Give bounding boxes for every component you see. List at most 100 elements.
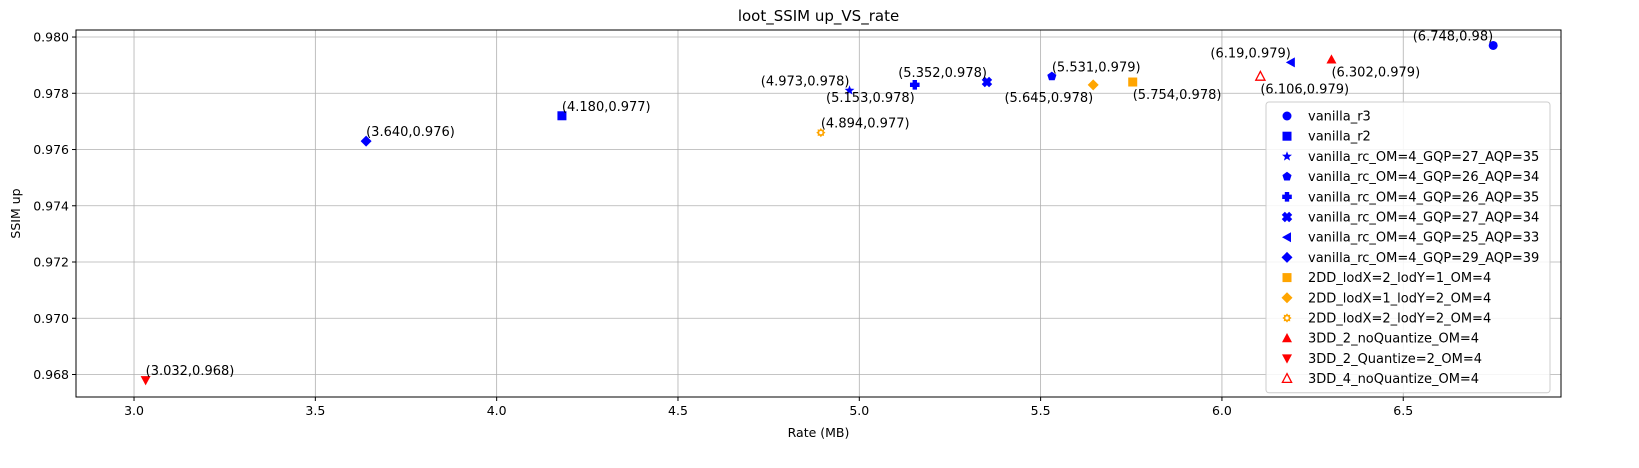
y-tick-label: 0.968 (33, 367, 69, 382)
marker-x-shape (981, 76, 993, 88)
legend-label: vanilla_rc_OM=4_GQP=27_AQP=35 (1308, 150, 1539, 165)
point-label: (5.153,0.978) (826, 91, 915, 106)
legend-label: 3DD_2_noQuantize_OM=4 (1308, 332, 1479, 347)
data-point (816, 128, 826, 138)
legend-marker (1282, 232, 1291, 243)
legend-marker (1282, 111, 1292, 121)
legend-item: vanilla_rc_OM=4_GQP=26_AQP=34 (1282, 170, 1539, 185)
legend-box (1265, 101, 1551, 394)
legend-label: 2DD_lodX=2_lodY=1_OM=4 (1308, 271, 1491, 286)
point-label: (4.894,0.977) (821, 117, 910, 132)
legend: vanilla_r3 vanilla_r2 vanilla_rc_OM=4_GQP=… (1265, 101, 1551, 394)
legend-label: vanilla_r3 (1308, 110, 1371, 125)
point-label: (5.531,0.979) (1052, 60, 1141, 75)
legend-item: 3DD_2_Quantize=2_OM=4 (1282, 352, 1482, 367)
marker-x-shape (1281, 211, 1293, 223)
data-point (1326, 54, 1337, 64)
legend-item: 2DD_lodX=1_lodY=2_OM=4 (1281, 291, 1491, 306)
legend-label: 2DD_lodX=2_lodY=2_OM=4 (1308, 312, 1491, 327)
legend-label: vanilla_rc_OM=4_GQP=25_AQP=33 (1308, 231, 1539, 246)
x-tick-label: 6.5 (1393, 403, 1413, 418)
data-point (557, 111, 567, 121)
data-point (140, 376, 151, 386)
legend-marker (1281, 211, 1293, 223)
legend-item: 2DD_lodX=2_lodY=1_OM=4 (1282, 271, 1491, 286)
legend-marker (1282, 151, 1292, 161)
marker-gear-hole (1285, 316, 1289, 320)
data-point (1285, 57, 1295, 68)
point-label: (4.973,0.978) (761, 74, 850, 89)
legend-item: vanilla_r3 (1282, 110, 1371, 125)
point-label: (6.106,0.979) (1260, 82, 1349, 97)
data-point (909, 80, 920, 90)
point-label: (6.19,0.979) (1210, 46, 1290, 61)
legend-marker (1282, 192, 1292, 202)
legend-marker (1282, 354, 1292, 364)
data-point (1047, 71, 1057, 81)
data-point (1254, 69, 1267, 81)
x-tick-label: 4.0 (487, 403, 507, 418)
legend-label: vanilla_rc_OM=4_GQP=29_AQP=39 (1308, 251, 1539, 266)
point-label: (6.748,0.98) (1413, 29, 1493, 44)
x-tick-label: 6.0 (1212, 403, 1232, 418)
legend-marker (1282, 273, 1292, 283)
data-point (1128, 77, 1138, 87)
legend-item: vanilla_rc_OM=4_GQP=29_AQP=39 (1281, 251, 1539, 266)
y-axis-ticks: 0.968 0.970 0.972 0.974 0.976 0.978 0.980 (33, 30, 76, 382)
legend-label: vanilla_r2 (1308, 130, 1371, 145)
x-tick-label: 3.0 (124, 403, 144, 418)
legend-marker (1282, 313, 1292, 323)
legend-item: 2DD_lodX=2_lodY=2_OM=4 (1282, 312, 1491, 327)
legend-item: vanilla_rc_OM=4_GQP=27_AQP=34 (1281, 211, 1539, 226)
point-label: (5.352,0.978) (898, 66, 987, 81)
y-tick-label: 0.974 (33, 198, 69, 213)
point-annotations: (6.748,0.98) (4.180,0.977) (4.973,0.978) (5… (146, 29, 1494, 379)
legend-item: vanilla_rc_OM=4_GQP=26_AQP=35 (1282, 190, 1539, 205)
data-point (360, 135, 372, 147)
point-label: (3.032,0.968) (146, 364, 235, 379)
legend-label: 3DD_2_Quantize=2_OM=4 (1308, 352, 1482, 367)
x-tick-label: 3.5 (305, 403, 325, 418)
point-label: (4.180,0.977) (562, 100, 651, 115)
y-tick-label: 0.978 (33, 86, 69, 101)
data-point (844, 85, 855, 95)
chart-title: loot_SSIM up_VS_rate (738, 7, 899, 26)
y-tick-label: 0.972 (33, 255, 69, 270)
legend-label: 2DD_lodX=1_lodY=2_OM=4 (1308, 291, 1491, 306)
y-tick-label: 0.970 (33, 311, 69, 326)
legend-marker (1282, 131, 1292, 141)
y-axis-label: SSIM up (8, 188, 23, 238)
point-label: (3.640,0.976) (366, 125, 455, 140)
legend-marker (1282, 171, 1292, 181)
x-tick-label: 5.0 (849, 403, 869, 418)
legend-item: 3DD_4_noQuantize_OM=4 (1281, 372, 1479, 387)
legend-label: vanilla_rc_OM=4_GQP=27_AQP=34 (1308, 211, 1539, 226)
legend-item: 3DD_2_noQuantize_OM=4 (1282, 332, 1479, 347)
data-point (981, 76, 993, 88)
legend-marker (1281, 251, 1293, 263)
legend-marker (1282, 333, 1292, 343)
legend-marker (1281, 292, 1293, 304)
legend-label: 3DD_4_noQuantize_OM=4 (1308, 372, 1479, 387)
data-points (140, 40, 1498, 386)
x-tick-label: 4.5 (668, 403, 688, 418)
x-axis-label: Rate (MB) (788, 425, 850, 440)
legend-label: vanilla_rc_OM=4_GQP=26_AQP=35 (1308, 190, 1539, 205)
point-label: (5.645,0.978) (1004, 91, 1093, 106)
plot-area-frame (75, 29, 1562, 398)
x-axis-ticks: 3.0 3.5 4.0 4.5 5.0 5.5 6.0 6.5 (124, 397, 1413, 418)
point-label: (6.302,0.979) (1331, 66, 1420, 81)
legend-item: vanilla_rc_OM=4_GQP=25_AQP=33 (1282, 231, 1539, 246)
legend-label: vanilla_rc_OM=4_GQP=26_AQP=34 (1308, 170, 1539, 185)
y-tick-label: 0.980 (33, 30, 69, 45)
data-point (1087, 79, 1099, 91)
marker-gear-hole (819, 131, 823, 135)
y-tick-label: 0.976 (33, 142, 69, 157)
legend-item: vanilla_r2 (1282, 130, 1371, 145)
data-point (1488, 40, 1498, 50)
x-tick-label: 5.5 (1031, 403, 1051, 418)
point-label: (5.754,0.978) (1133, 88, 1222, 103)
legend-item: vanilla_rc_OM=4_GQP=27_AQP=35 (1282, 150, 1539, 165)
